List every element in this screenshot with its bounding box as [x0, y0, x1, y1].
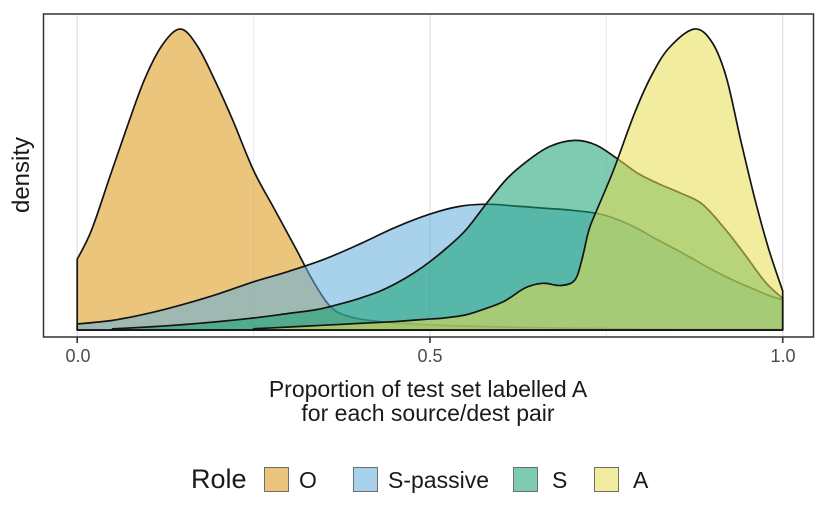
- legend-label-O: O: [299, 467, 317, 493]
- x-tick-label-0.0: 0.0: [65, 346, 91, 366]
- x-tick-label-1.0: 1.0: [770, 346, 796, 366]
- x-axis-title-line2: for each source/dest pair: [301, 400, 555, 426]
- legend-title: Role: [191, 464, 247, 494]
- legend-key-S-passive: [353, 467, 378, 492]
- legend: Role O S-passive S A: [0, 464, 830, 498]
- legend-key-A: [594, 467, 619, 492]
- legend-label-A: A: [633, 467, 649, 493]
- density-curve-A: [252, 28, 784, 331]
- y-axis-title: density: [8, 136, 35, 214]
- legend-key-S: [513, 467, 538, 492]
- legend-label-S: S: [552, 467, 568, 493]
- panel-border: [42, 13, 815, 338]
- legend-key-O: [264, 467, 289, 492]
- x-axis-title-line1: Proportion of test set labelled A: [268, 376, 588, 402]
- x-tick-label-0.5: 0.5: [417, 346, 443, 366]
- legend-label-S-passive: S-passive: [388, 467, 489, 493]
